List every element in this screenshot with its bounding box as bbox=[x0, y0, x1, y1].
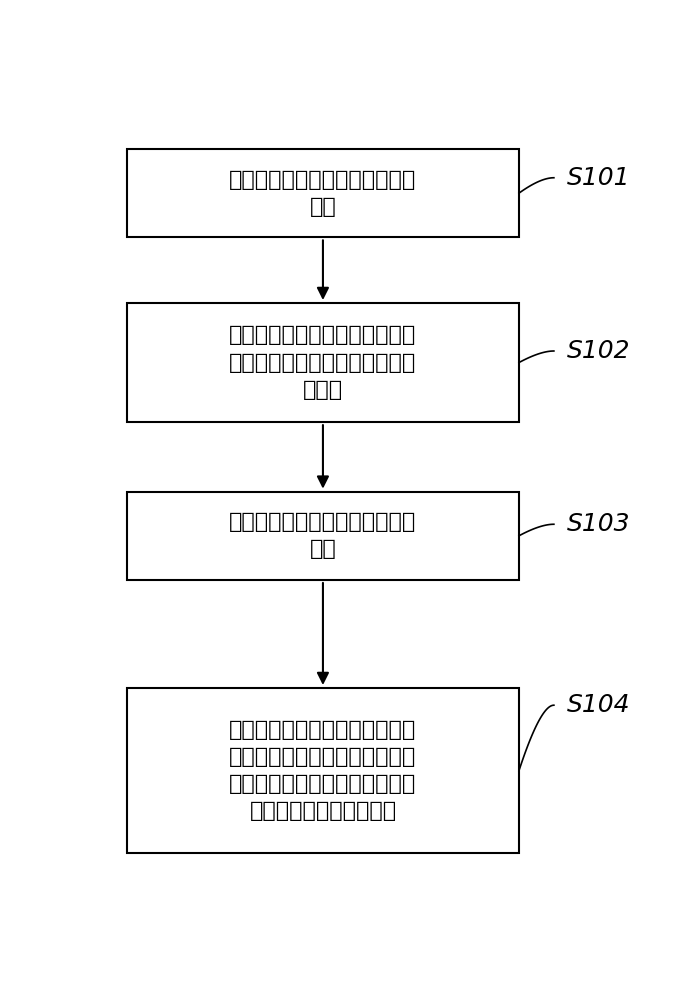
Text: 将所述简笔画图片输出到显示屏: 将所述简笔画图片输出到显示屏 bbox=[229, 512, 416, 532]
Text: 图片: 图片 bbox=[310, 197, 336, 217]
FancyBboxPatch shape bbox=[127, 303, 519, 422]
Text: 获取当前儿童用户待学习的原始: 获取当前儿童用户待学习的原始 bbox=[229, 170, 416, 190]
Text: S102: S102 bbox=[568, 339, 631, 363]
Text: S101: S101 bbox=[568, 166, 631, 190]
FancyBboxPatch shape bbox=[127, 149, 519, 237]
Text: 通过深度学习对所述原始图片进: 通过深度学习对所述原始图片进 bbox=[229, 325, 416, 345]
FancyBboxPatch shape bbox=[127, 688, 519, 853]
FancyBboxPatch shape bbox=[127, 492, 519, 580]
Text: 接收儿童用户输入的对简笔画图: 接收儿童用户输入的对简笔画图 bbox=[229, 720, 416, 740]
Text: 笔画图片进行填色，并将填色后: 笔画图片进行填色，并将填色后 bbox=[229, 774, 416, 794]
Text: 幕上: 幕上 bbox=[310, 539, 336, 559]
Text: S103: S103 bbox=[568, 512, 631, 536]
Text: S104: S104 bbox=[568, 693, 631, 717]
Text: 的图片输出到显示屏幕上: 的图片输出到显示屏幕上 bbox=[249, 801, 396, 821]
Text: 行轮廓检测和提取，以获取简笔: 行轮廓检测和提取，以获取简笔 bbox=[229, 353, 416, 373]
Text: 画图片: 画图片 bbox=[303, 380, 343, 400]
Text: 片填色的指令，根据该指令对简: 片填色的指令，根据该指令对简 bbox=[229, 747, 416, 767]
